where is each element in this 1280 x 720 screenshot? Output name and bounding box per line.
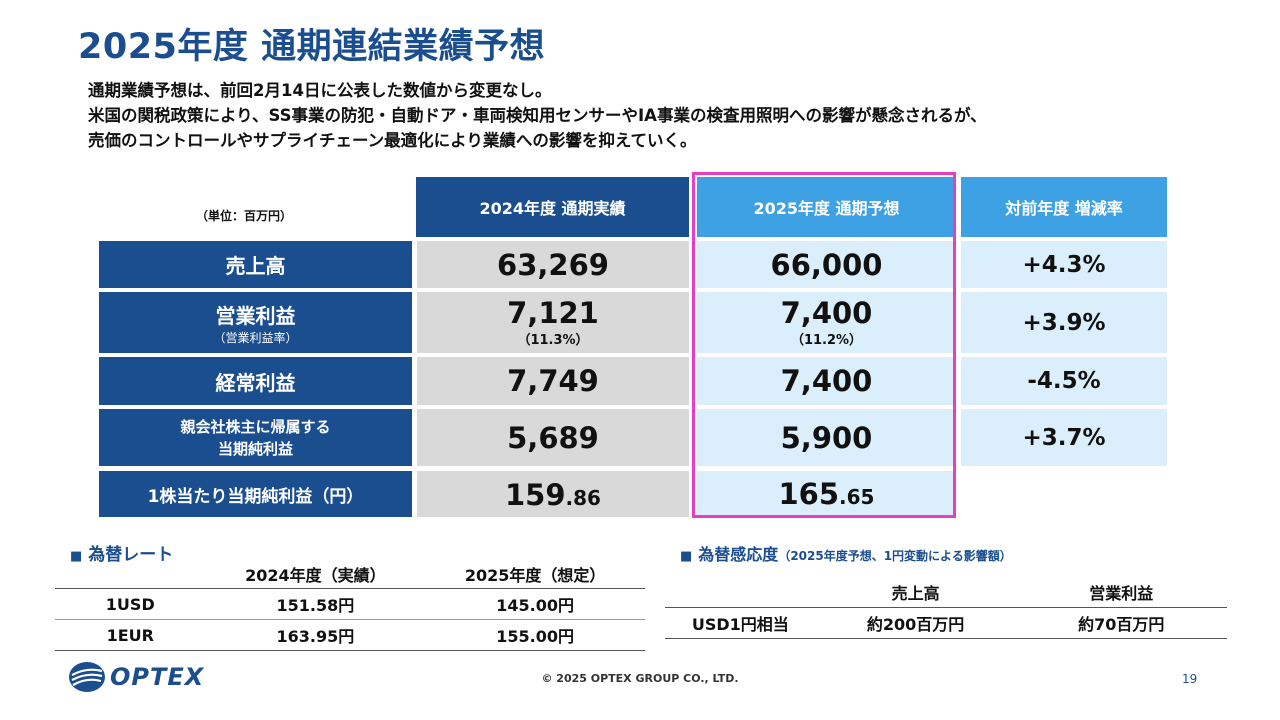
- row-label-eps: 1株当たり当期純利益（円）: [99, 471, 412, 517]
- fx-header-2025: 2025年度（想定）: [464, 566, 606, 585]
- unit-label: （単位：百万円）: [196, 209, 293, 223]
- optex-logo-icon: [69, 662, 105, 692]
- row-label-text: 営業利益: [215, 303, 296, 328]
- row-label-operating-income: 営業利益 （営業利益率）: [99, 292, 412, 353]
- row-label-ordinary-income: 経常利益: [99, 357, 412, 405]
- page-number: 19: [1182, 672, 1198, 686]
- sens-header-opincome: 営業利益: [1089, 584, 1154, 603]
- intro-line-1: 通期業績予想は、前回2月14日に公表した数値から変更なし。: [88, 81, 552, 100]
- square-bullet-icon: ■: [680, 549, 693, 564]
- cell-netincome-2024: 5,689: [417, 409, 689, 466]
- value: 7,400: [780, 296, 873, 330]
- forecast-highlight-frame: [692, 172, 956, 518]
- margin: （11.2%）: [790, 333, 863, 348]
- table-row: USD1円相当 約200百万円 約70百万円: [665, 608, 1227, 639]
- fx-header-row: 2024年度（実績） 2025年度（想定）: [55, 560, 645, 589]
- sensitivity-header-row: 売上高 営業利益: [665, 577, 1227, 608]
- sens-value-sales: 約200百万円: [866, 615, 965, 634]
- table-row: 1EUR 163.95円 155.00円: [55, 620, 645, 651]
- header-yoy-change: 対前年度 増減率: [961, 177, 1167, 237]
- value: 7,749: [507, 364, 599, 398]
- value: 7,121: [507, 296, 599, 330]
- row-label-text: 経常利益: [215, 370, 296, 395]
- cell-sales-change: +4.3%: [961, 241, 1167, 288]
- value: 5,900: [780, 420, 873, 455]
- sensitivity-note: （2025年度予想、1円変動による影響額）: [778, 549, 1012, 563]
- value: 66,000: [770, 247, 883, 282]
- row-label-text: 1株当たり当期純利益（円）: [147, 486, 364, 507]
- fx-section-title: ■ 為替レート: [70, 540, 173, 565]
- cell-netincome-change: +3.7%: [961, 409, 1167, 466]
- sens-row-label: USD1円相当: [691, 615, 789, 634]
- value: 5,689: [507, 420, 599, 455]
- cell-opincome-2024: 7,121 （11.3%）: [417, 292, 689, 353]
- margin: （11.3%）: [517, 333, 589, 348]
- cell-sales-2024: 63,269: [417, 241, 689, 288]
- sens-value-opincome: 約70百万円: [1078, 615, 1165, 634]
- row-label-net-income: 親会社株主に帰属する 当期純利益: [99, 409, 412, 466]
- intro-line-3: 売価のコントロールやサプライチェーン最適化により業績への影響を抑えていく。: [88, 131, 697, 150]
- row-sublabel: （営業利益率）: [213, 330, 298, 345]
- cell-sales-2025: 66,000: [697, 241, 956, 288]
- row-label-text-2: 当期純利益: [217, 439, 293, 458]
- value-dec: .65: [839, 485, 875, 509]
- sensitivity-section-title: ■ 為替感応度（2025年度予想、1円変動による影響額）: [680, 541, 1012, 565]
- value-dec: .86: [565, 486, 601, 510]
- cell-eps-2024: 159.86: [417, 471, 689, 517]
- fx-rate-table: 2024年度（実績） 2025年度（想定） 1USD 151.58円 145.0…: [55, 560, 645, 651]
- fx-value-2024: 163.95円: [276, 627, 355, 646]
- fx-value-2025: 145.00円: [496, 596, 574, 615]
- fx-value-2025: 155.00円: [496, 627, 574, 646]
- row-label-sales: 売上高: [99, 241, 412, 288]
- cell-ordinary-change: -4.5%: [961, 357, 1167, 405]
- fx-currency: 1EUR: [106, 625, 154, 645]
- cell-eps-2025: 165.65: [697, 471, 956, 517]
- page-title: 2025年度 通期連結業績予想: [78, 27, 546, 67]
- row-label-text: 親会社株主に帰属する: [180, 417, 331, 436]
- fx-header-2024: 2024年度（実績）: [245, 566, 386, 585]
- value: 63,269: [497, 247, 609, 282]
- cell-opincome-change: +3.9%: [961, 292, 1167, 353]
- row-label-text: 売上高: [225, 254, 286, 278]
- header-2025-forecast: 2025年度 通期予想: [697, 177, 956, 237]
- cell-ordinary-2024: 7,749: [417, 357, 689, 405]
- sens-header-sales: 売上高: [891, 584, 940, 603]
- value-int: 159: [505, 478, 566, 512]
- intro-text: 通期業績予想は、前回2月14日に公表した数値から変更なし。 米国の関税政策により…: [88, 78, 987, 153]
- table-row: 1USD 151.58円 145.00円: [55, 588, 645, 620]
- cell-netincome-2025: 5,900: [697, 409, 956, 466]
- sensitivity-title-text: 為替感応度: [698, 545, 779, 564]
- optex-logo: OPTEX: [68, 661, 204, 693]
- sensitivity-table: 売上高 営業利益 USD1円相当 約200百万円 約70百万円: [665, 577, 1227, 639]
- header-2024-actual: 2024年度 通期実績: [416, 177, 689, 237]
- intro-line-2: 米国の関税政策により、SS事業の防犯・自動ドア・車両検知用センサーやIA事業の検…: [88, 106, 987, 125]
- copyright: © 2025 OPTEX GROUP CO., LTD.: [541, 672, 739, 685]
- value: 7,400: [780, 364, 873, 398]
- cell-opincome-2025: 7,400 （11.2%）: [697, 292, 956, 353]
- optex-logo-text: OPTEX: [110, 663, 205, 691]
- fx-title-text: 為替レート: [88, 545, 174, 565]
- value-int: 165: [778, 477, 840, 511]
- cell-ordinary-2025: 7,400: [697, 357, 956, 405]
- fx-value-2024: 151.58円: [276, 596, 355, 615]
- square-bullet-icon: ■: [70, 549, 83, 564]
- fx-currency: 1USD: [105, 594, 155, 614]
